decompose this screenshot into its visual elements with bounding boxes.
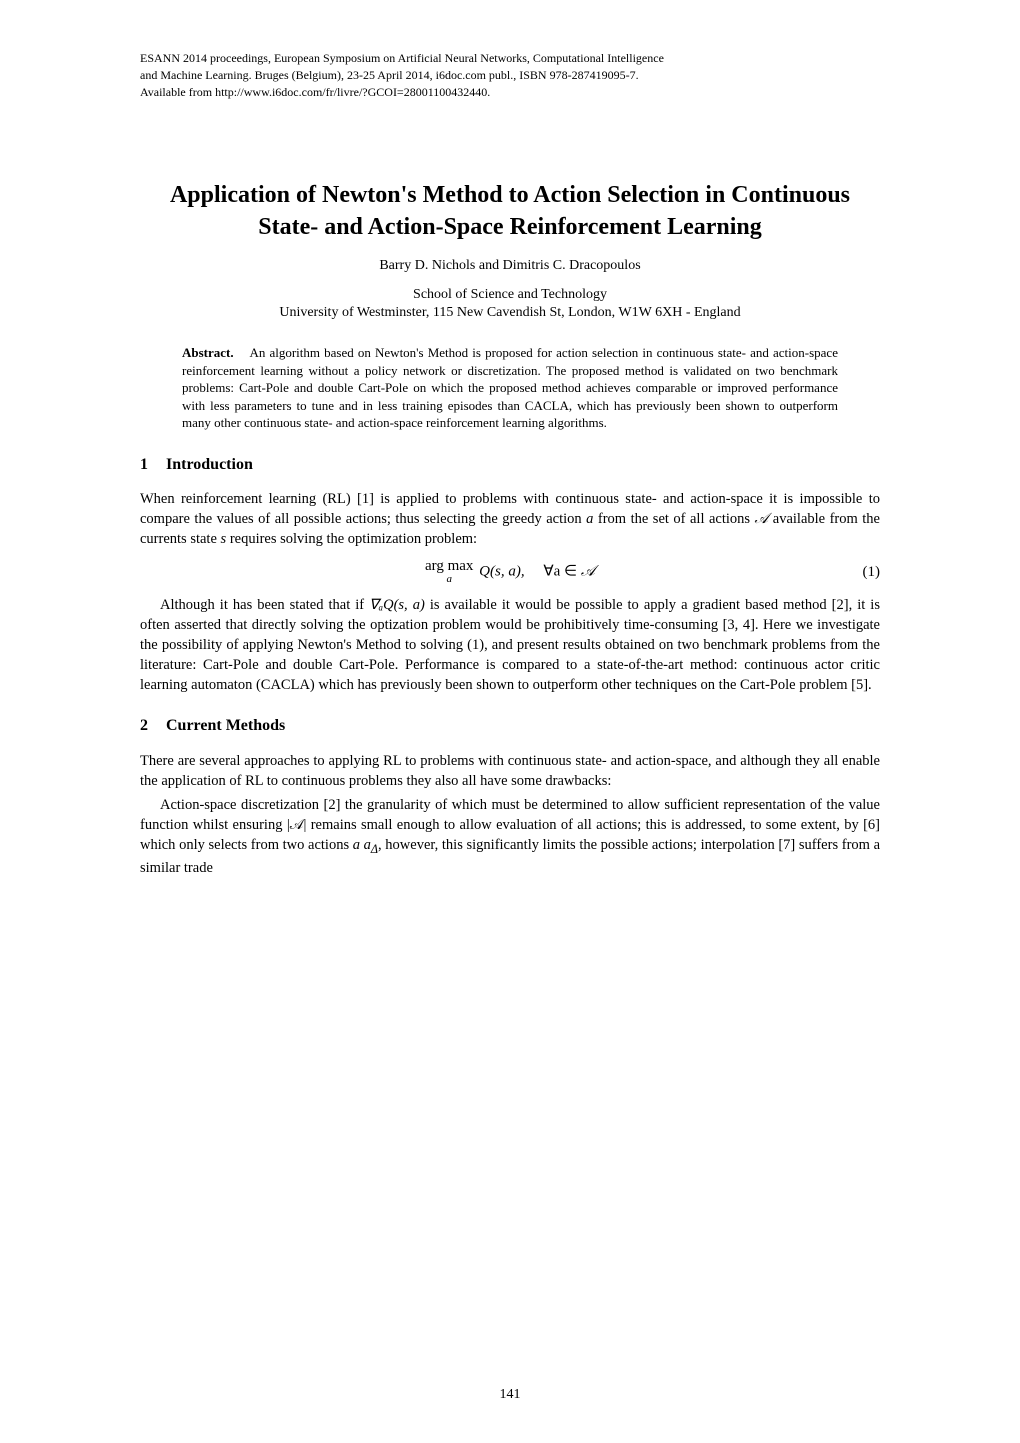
section1-p1b: from the set of all actions [593,511,754,527]
abstract-label: Abstract. [182,345,234,360]
argmax-text: arg max [425,559,473,574]
section1-p2: Although it has been stated that if ∇ₐQ(… [140,595,880,695]
argmax: arg max a [425,559,473,585]
header-line3: Available from http://www.i6doc.com/fr/l… [140,85,490,99]
proceedings-header: ESANN 2014 proceedings, European Symposi… [140,50,880,100]
affiliation: School of Science and Technology Univers… [140,286,880,322]
section1-heading: 1 Introduction [140,454,880,476]
abstract: Abstract. An algorithm based on Newton's… [182,344,838,432]
symbol-a-delta: a aΔ [353,837,378,853]
eq-A: 𝒜 [581,564,595,580]
equation-1-number: (1) [863,562,881,582]
symbol-A-abs: |𝒜| [287,817,307,833]
section2-p1: There are several approaches to applying… [140,751,880,791]
symbol-A: 𝒜 [755,511,769,527]
section2-heading: 2 Current Methods [140,715,880,737]
section2-title: Current Methods [166,717,285,734]
header-line2: and Machine Learning. Bruges (Belgium), … [140,68,639,82]
eq-Q: Q(s, a), [479,564,524,580]
section2-number: 2 [140,715,148,737]
page-number: 141 [0,1386,1020,1405]
equation-1: arg max a Q(s, a), ∀a ∈ 𝒜 (1) [140,559,880,585]
eq-forall: ∀a ∈ 𝒜 [543,564,595,580]
affiliation-line2: University of Westminster, 115 New Caven… [279,305,740,320]
symbol-grad: ∇ₐQ(s, a) [369,597,425,613]
section1-p1: When reinforcement learning (RL) [1] is … [140,489,880,549]
section1-number: 1 [140,454,148,476]
section1-p2a: Although it has been stated that if [160,597,369,613]
header-line1: ESANN 2014 proceedings, European Symposi… [140,51,664,65]
authors: Barry D. Nichols and Dimitris C. Dracopo… [140,257,880,276]
delta-sub: Δ [371,842,378,856]
equation-1-body: arg max a Q(s, a), ∀a ∈ 𝒜 [425,559,595,585]
paper-title: Application of Newton's Method to Action… [140,180,880,242]
affiliation-line1: School of Science and Technology [413,287,607,302]
forall-text: ∀a ∈ [543,564,581,580]
section1-title: Introduction [166,456,253,473]
section2-p2: Action-space discretization [2] the gran… [140,795,880,878]
a-delta-text: a a [353,837,371,853]
section1-p1d: requires solving the optimization proble… [226,531,477,547]
abstract-body: An algorithm based on Newton's Method is… [182,345,838,430]
argmax-sub: a [425,574,473,585]
